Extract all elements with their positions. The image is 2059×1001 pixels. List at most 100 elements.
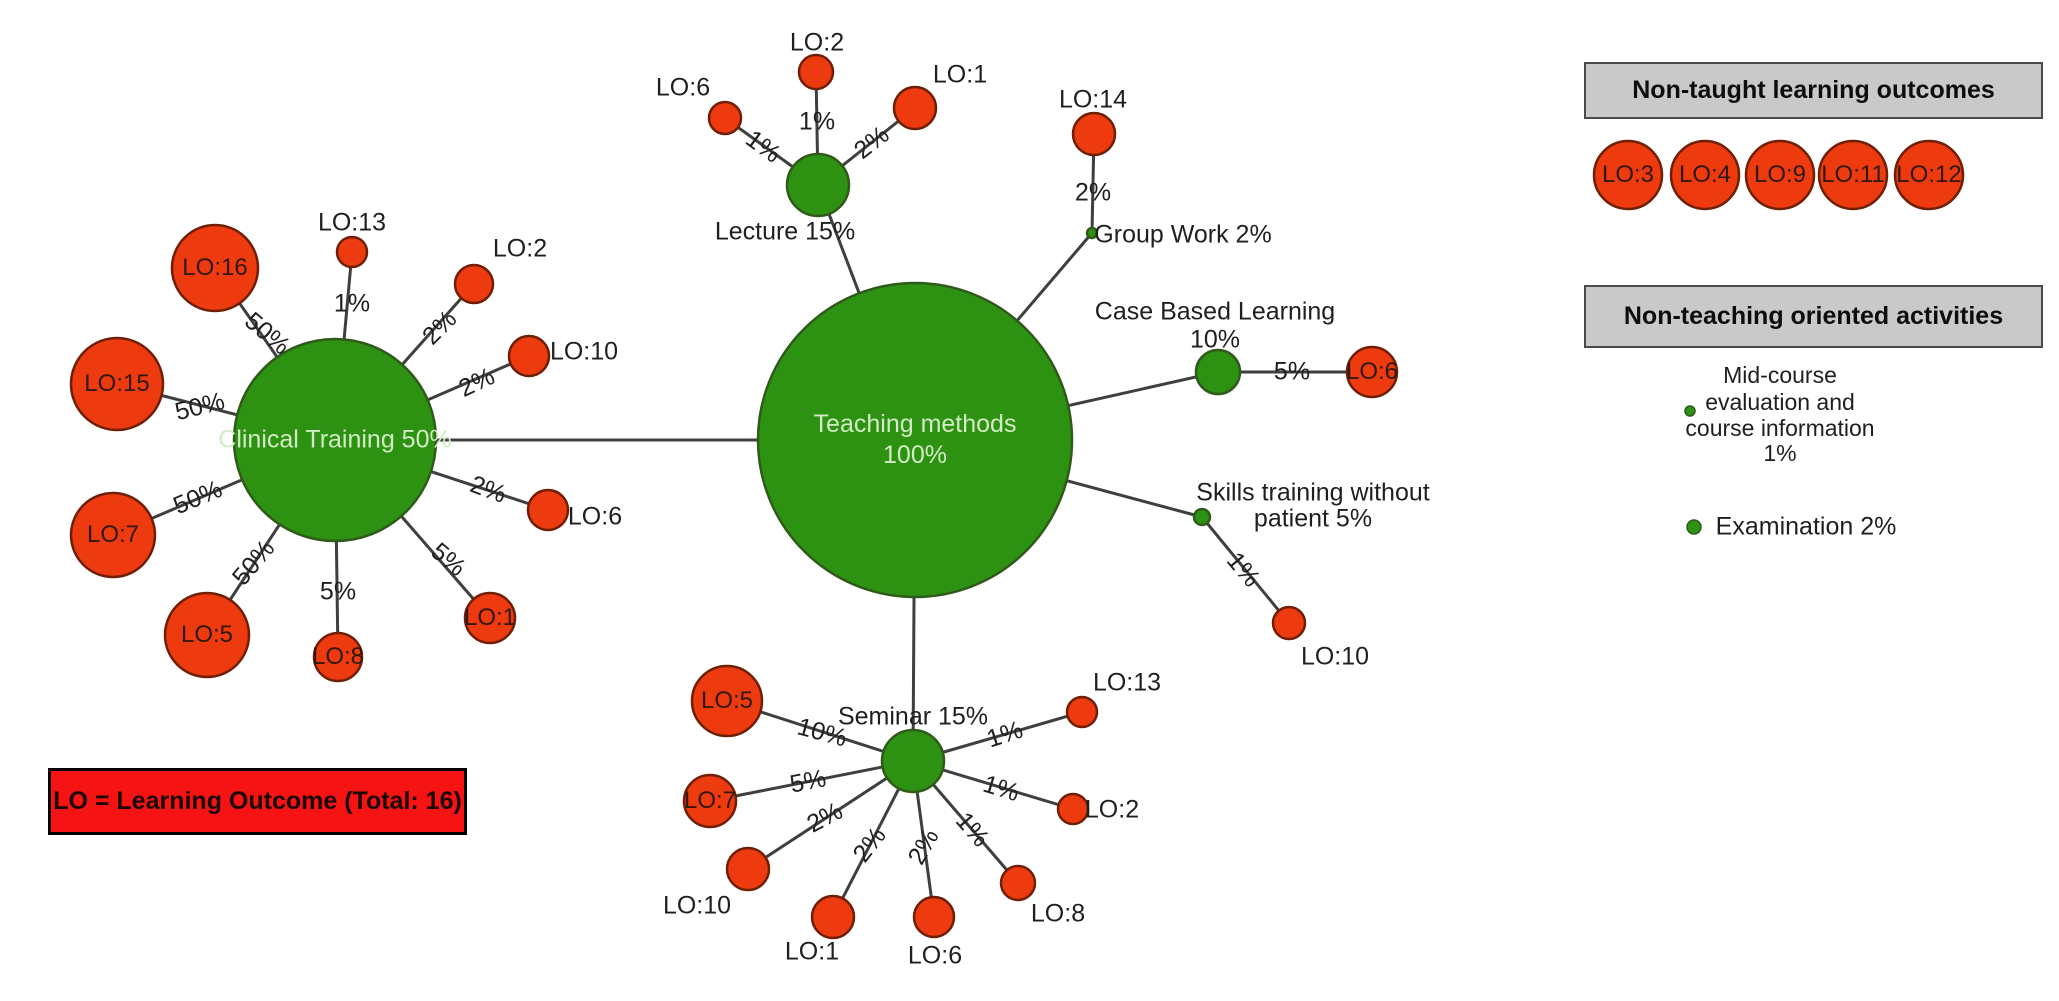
node-sem-lo7-outcome-circle xyxy=(682,773,738,829)
label-lecture-15-3: Lecture 15% xyxy=(714,217,856,246)
node-cl-lo7-outcome-circle xyxy=(69,491,157,579)
node-cbl-lo6-label: LO:6 xyxy=(1346,357,1398,387)
label-lo-2-12: LO:2 xyxy=(492,234,548,263)
node-sk-lo10-outcome-circle xyxy=(1271,605,1307,641)
edge-seminar-sem-lo10 xyxy=(747,759,914,871)
label-lo-13-11: LO:13 xyxy=(317,208,387,237)
node-clinical-label-line: Clinical Training 50% xyxy=(218,425,452,454)
label-group-work-2-5: Group Work 2% xyxy=(1094,220,1272,249)
label-examination-2-26: Examination 2% xyxy=(1715,512,1897,541)
node-group-work-circle xyxy=(1085,226,1099,240)
node-nt-lo4-outcome-circle xyxy=(1669,139,1741,211)
node-cl-lo8-label: LO:8 xyxy=(312,642,364,672)
node-sem-lo1-outcome-circle xyxy=(810,894,856,940)
label-case-based-learning-6: Case Based Learning xyxy=(1094,297,1336,326)
node-sem-lo7-label-line: LO:7 xyxy=(683,787,737,814)
label-lo-1-17: LO:1 xyxy=(784,937,840,966)
node-nt-lo3-outcome-circle xyxy=(1592,139,1664,211)
node-teaching-label-line: Teaching methods xyxy=(813,409,1017,438)
label-course-information-24: course information xyxy=(1685,414,1875,441)
edge-label-clinical-cl-lo13: 1% xyxy=(333,289,371,318)
node-cl-lo5-label-line: LO:5 xyxy=(180,621,234,648)
node-lec-lo6-outcome-circle xyxy=(707,100,743,136)
label-patient-5-9: patient 5% xyxy=(1253,504,1373,533)
node-cl-lo6-outcome-circle xyxy=(526,488,570,532)
node-cl-lo1-outcome-circle xyxy=(463,591,517,645)
node-sem-lo5-outcome-circle xyxy=(690,664,764,738)
label-1-25: 1% xyxy=(1763,439,1797,466)
edge-skills-training-sk-lo10 xyxy=(1200,516,1291,624)
node-nt-lo3-label-line: LO:3 xyxy=(1601,161,1655,188)
edge-label-lecture-lec-lo2: 1% xyxy=(798,107,836,136)
label-lo-10-10: LO:10 xyxy=(1300,642,1370,671)
node-teaching-label: Teaching methods 100% xyxy=(814,409,1017,472)
node-lec-lo2-outcome-circle xyxy=(797,53,835,91)
node-clinical-label: Clinical Training 50% xyxy=(218,424,451,455)
node-case-based-learning-circle xyxy=(1194,348,1242,396)
node-nt-lo3-label: LO:3 xyxy=(1602,160,1654,190)
node-midcourse-dot-circle xyxy=(1684,405,1696,417)
label-lo-6-0: LO:6 xyxy=(655,73,711,102)
node-cl-lo15-label: LO:15 xyxy=(84,369,149,399)
node-nt-lo11-outcome-circle xyxy=(1817,139,1889,211)
node-nt-lo11-label: LO:11 xyxy=(1821,160,1885,190)
node-sem-lo5-label-line: LO:5 xyxy=(700,687,754,714)
label-seminar-15-15: Seminar 15% xyxy=(837,702,989,731)
edge-label-case-based-learning-cbl-lo6: 5% xyxy=(1273,357,1311,386)
node-nt-lo9-label: LO:9 xyxy=(1754,160,1806,190)
node-sem-lo10-outcome-circle xyxy=(725,846,771,892)
lo-legend-text: LO = Learning Outcome (Total: 16) xyxy=(53,787,462,815)
non-teaching-activities-header: Non-teaching oriented activities xyxy=(1584,285,2043,348)
node-sem-lo13-outcome-circle xyxy=(1065,695,1099,729)
node-cl-lo1-label: LO:1 xyxy=(464,603,516,633)
node-lec-lo1-outcome-circle xyxy=(892,85,938,131)
node-gw-lo14-outcome-circle xyxy=(1071,111,1117,157)
label-mid-course-22: Mid-course xyxy=(1723,361,1837,388)
node-cl-lo7-label-line: LO:7 xyxy=(86,521,140,548)
node-nt-lo9-outcome-circle xyxy=(1744,139,1816,211)
node-examination-dot-circle xyxy=(1686,519,1702,535)
node-nt-lo11-label-line: LO:11 xyxy=(1821,161,1885,188)
node-sem-lo8-outcome-circle xyxy=(999,864,1037,902)
node-nt-lo12-outcome-circle xyxy=(1893,139,1965,211)
label-10-7: 10% xyxy=(1189,325,1241,354)
lo-legend-box: LO = Learning Outcome (Total: 16) xyxy=(48,768,467,835)
node-lecture-circle xyxy=(785,152,851,218)
node-sem-lo6-outcome-circle xyxy=(912,895,956,939)
node-nt-lo4-label: LO:4 xyxy=(1679,160,1731,190)
node-nt-lo12-label: LO:12 xyxy=(1896,160,1961,190)
node-cl-lo16-label: LO:16 xyxy=(182,253,247,283)
label-lo-14-4: LO:14 xyxy=(1058,85,1128,114)
non-taught-outcomes-title: Non-taught learning outcomes xyxy=(1632,76,1995,104)
label-lo-1-2: LO:1 xyxy=(932,60,988,89)
node-cl-lo10-outcome-circle xyxy=(507,334,551,378)
label-lo-10-13: LO:10 xyxy=(549,337,619,366)
node-cl-lo7-label: LO:7 xyxy=(87,520,139,550)
node-clinical-circle xyxy=(232,337,438,543)
label-lo-6-18: LO:6 xyxy=(907,941,963,970)
node-cl-lo5-outcome-circle xyxy=(163,591,251,679)
node-sem-lo2-outcome-circle xyxy=(1056,792,1090,826)
node-cbl-lo6-label-line: LO:6 xyxy=(1345,358,1399,385)
node-cl-lo1-label-line: LO:1 xyxy=(463,604,517,631)
non-teaching-activities-title: Non-teaching oriented activities xyxy=(1623,302,2004,330)
node-nt-lo4-label-line: LO:4 xyxy=(1678,161,1732,188)
node-cl-lo8-label-line: LO:8 xyxy=(311,643,365,670)
node-cl-lo2-outcome-circle xyxy=(453,263,495,305)
node-nt-lo12-label-line: LO:12 xyxy=(1896,161,1962,188)
node-cl-lo16-outcome-circle xyxy=(170,223,260,313)
label-lo-2-1: LO:2 xyxy=(789,28,845,57)
node-nt-lo9-label-line: LO:9 xyxy=(1753,161,1807,188)
label-skills-training-without-8: Skills training without xyxy=(1196,478,1430,507)
node-sem-lo5-label: LO:5 xyxy=(701,686,753,716)
node-cl-lo15-label-line: LO:15 xyxy=(84,370,150,397)
label-lo-10-16: LO:10 xyxy=(662,891,732,920)
edge-label-clinical-cl-lo8: 5% xyxy=(319,577,357,606)
label-lo-6-14: LO:6 xyxy=(567,502,623,531)
node-seminar-circle xyxy=(880,728,946,794)
node-cl-lo16-label-line: LO:16 xyxy=(182,254,248,281)
non-taught-outcomes-header: Non-taught learning outcomes xyxy=(1584,62,2043,119)
node-cl-lo8-outcome-circle xyxy=(312,631,364,683)
